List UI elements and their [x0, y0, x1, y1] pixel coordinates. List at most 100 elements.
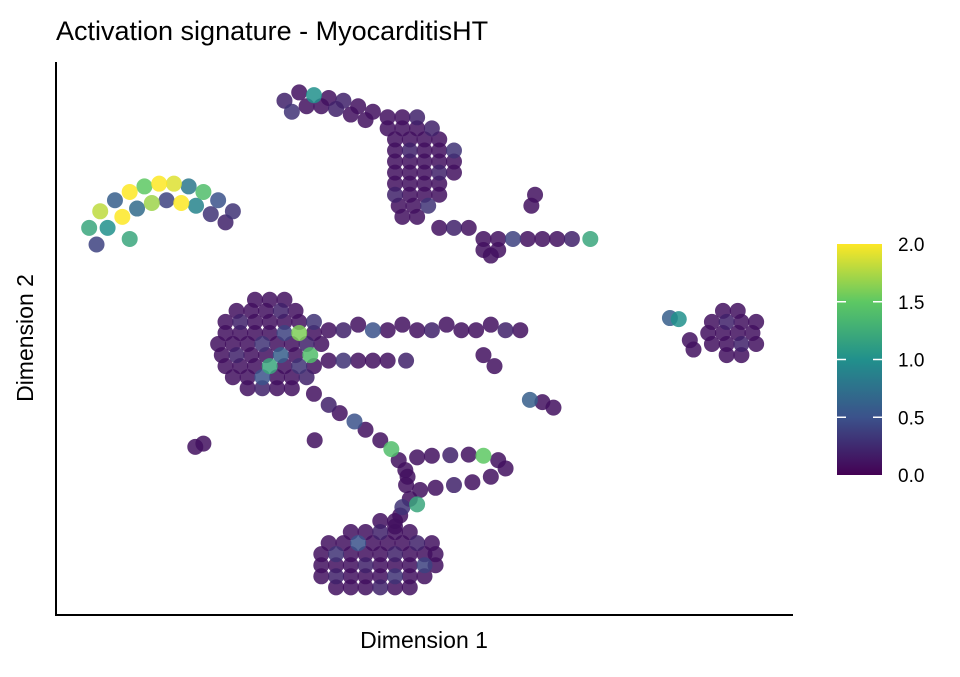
data-point	[372, 557, 389, 574]
data-point	[423, 120, 440, 137]
data-point	[283, 103, 300, 120]
data-point	[291, 84, 308, 101]
data-point	[383, 441, 400, 458]
data-point	[202, 206, 219, 223]
points-layer	[81, 84, 765, 596]
data-point	[387, 546, 404, 563]
data-point	[272, 347, 289, 364]
legend-tick-label: 1.0	[898, 351, 924, 372]
legend-tick-label: 2.0	[898, 235, 924, 256]
data-point	[416, 175, 433, 192]
data-point	[246, 291, 263, 308]
data-point	[482, 247, 499, 264]
data-point	[497, 460, 514, 477]
data-point	[482, 468, 499, 485]
data-point	[357, 579, 374, 596]
data-point	[468, 322, 485, 339]
data-point	[519, 230, 536, 247]
data-point	[438, 316, 455, 333]
data-point	[733, 336, 750, 353]
data-point	[372, 579, 389, 596]
data-point	[320, 396, 337, 413]
data-point	[416, 153, 433, 170]
data-point	[328, 579, 345, 596]
data-point	[387, 164, 404, 181]
data-point	[387, 512, 404, 529]
data-point	[121, 230, 138, 247]
data-point	[232, 313, 249, 330]
data-point	[409, 449, 426, 466]
data-point	[401, 175, 418, 192]
data-point	[534, 230, 551, 247]
data-point	[372, 568, 389, 585]
data-point	[445, 142, 462, 159]
data-point	[165, 175, 182, 192]
data-point	[313, 557, 330, 574]
data-point	[379, 322, 396, 339]
legend-tick-label: 0.5	[898, 408, 924, 429]
data-point	[431, 175, 448, 192]
data-point	[445, 219, 462, 236]
data-point	[387, 142, 404, 159]
data-point	[453, 322, 470, 339]
data-point	[431, 219, 448, 236]
data-point	[387, 579, 404, 596]
data-point	[357, 421, 374, 438]
data-point	[464, 474, 481, 491]
data-point	[523, 197, 540, 214]
data-point	[409, 322, 426, 339]
data-point	[729, 302, 746, 319]
data-point	[350, 316, 367, 333]
data-point	[313, 568, 330, 585]
data-point	[427, 557, 444, 574]
data-point	[409, 208, 426, 225]
data-point	[409, 496, 426, 513]
data-point	[342, 568, 359, 585]
data-point	[364, 322, 381, 339]
data-point	[335, 322, 352, 339]
data-point	[423, 447, 440, 464]
data-point	[136, 178, 153, 195]
data-point	[387, 186, 404, 203]
data-point	[394, 208, 411, 225]
data-point	[486, 358, 503, 375]
data-point	[287, 302, 304, 319]
data-point	[305, 313, 322, 330]
color-legend: 0.0 0.5 1.0 1.5 2.0	[837, 235, 924, 487]
data-point	[445, 164, 462, 181]
data-point	[121, 183, 138, 200]
x-axis-label: Dimension 1	[360, 627, 488, 653]
data-point	[335, 352, 352, 369]
data-point	[357, 557, 374, 574]
data-point	[92, 203, 109, 220]
data-point	[276, 324, 293, 341]
data-point	[328, 101, 345, 118]
data-point	[387, 524, 404, 541]
data-point	[342, 579, 359, 596]
data-point	[342, 106, 359, 123]
data-point	[685, 341, 702, 358]
data-point	[416, 568, 433, 585]
data-point	[302, 347, 319, 364]
data-point	[482, 316, 499, 333]
data-point	[350, 535, 367, 552]
data-point	[129, 200, 146, 217]
data-point	[114, 208, 131, 225]
data-point	[460, 219, 477, 236]
data-point	[173, 195, 190, 212]
data-point	[398, 352, 415, 369]
data-point	[306, 432, 323, 449]
data-point	[475, 230, 492, 247]
data-point	[401, 142, 418, 159]
data-point	[431, 186, 448, 203]
data-point	[394, 316, 411, 333]
data-point	[239, 380, 256, 397]
data-point	[320, 352, 337, 369]
legend-tick-label: 1.5	[898, 293, 924, 314]
data-point	[228, 347, 245, 364]
data-point	[232, 324, 249, 341]
data-point	[431, 164, 448, 181]
data-point	[291, 324, 308, 341]
data-point	[272, 302, 289, 319]
